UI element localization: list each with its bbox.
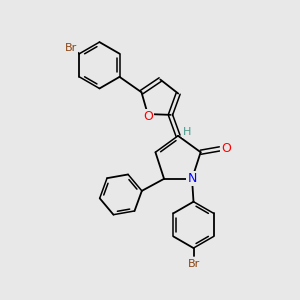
Text: N: N	[187, 172, 197, 185]
Text: Br: Br	[65, 44, 77, 53]
Text: Br: Br	[188, 259, 200, 269]
Text: H: H	[183, 127, 192, 137]
Text: O: O	[221, 142, 231, 155]
Text: O: O	[143, 110, 153, 123]
